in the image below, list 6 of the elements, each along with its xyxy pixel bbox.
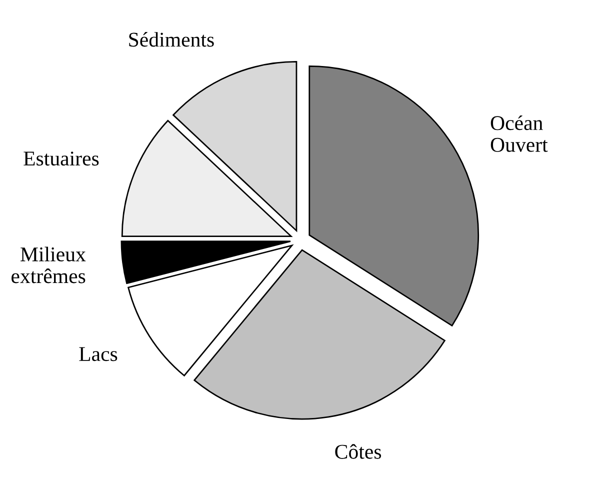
slice-label: Côtes bbox=[335, 444, 382, 459]
slice-label: Océan Ouvert bbox=[490, 115, 548, 152]
slice-label: Sédiments bbox=[129, 32, 214, 47]
slice-label: Milieux extrêmes bbox=[12, 246, 86, 284]
slice-label: Lacs bbox=[79, 347, 118, 362]
slice-label: Estuaires bbox=[24, 152, 99, 166]
